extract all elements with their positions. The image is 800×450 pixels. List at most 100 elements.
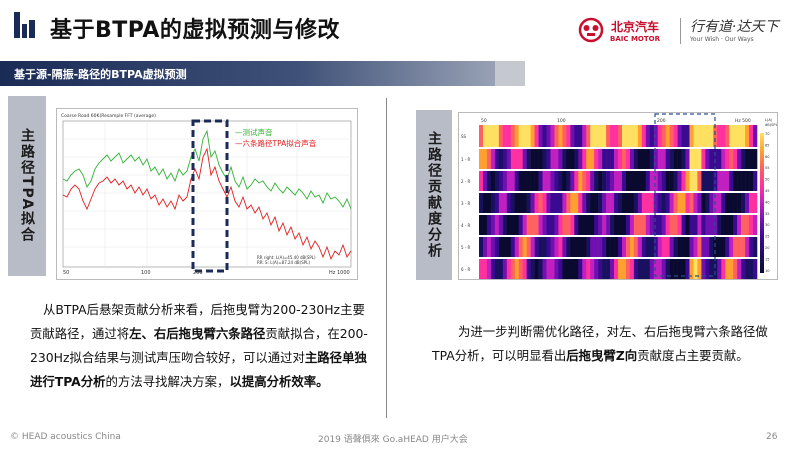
section-bar-tail bbox=[495, 61, 525, 86]
heatmap-cell bbox=[657, 259, 662, 279]
heatmap-cell bbox=[502, 149, 508, 169]
heatmap-cell bbox=[745, 171, 750, 191]
heatmap-cell bbox=[625, 237, 631, 257]
heatmap-cell bbox=[669, 237, 674, 257]
heatmap-cell bbox=[506, 193, 512, 213]
heatmap-cell bbox=[741, 237, 746, 257]
heatmap-cell bbox=[677, 259, 682, 279]
heatmap-cell bbox=[745, 125, 750, 147]
heatmap-cell bbox=[625, 193, 631, 213]
heatmap-cell bbox=[526, 149, 531, 169]
heatmap-cell bbox=[594, 149, 599, 169]
heatmap-cell bbox=[625, 125, 631, 147]
heatmap-cell bbox=[705, 237, 710, 257]
heatmap-cell bbox=[510, 215, 516, 235]
heatmap-cell bbox=[713, 125, 718, 147]
heatmap-cell bbox=[745, 149, 750, 169]
heatmap-scale-label: 40 bbox=[765, 200, 770, 204]
heatmap-cell bbox=[709, 125, 714, 147]
heatmap-cell bbox=[685, 193, 690, 213]
heatmap-cell bbox=[598, 171, 603, 191]
heatmap-cell bbox=[582, 259, 587, 279]
heatmap-cell bbox=[733, 237, 738, 257]
heatmap-cell bbox=[554, 171, 559, 191]
heatmap-cell bbox=[749, 237, 754, 257]
heatmap-cell bbox=[562, 149, 567, 169]
heatmap-row-label: 5 - R bbox=[461, 245, 471, 250]
heatmap-cell bbox=[741, 125, 746, 147]
heatmap-cell bbox=[522, 149, 527, 169]
heatmap-cell bbox=[538, 237, 543, 257]
heatmap-cell bbox=[641, 125, 647, 147]
heatmap-cell bbox=[606, 171, 611, 191]
right-para-seg: 为进一步判断需优化路径，对左、右后拖曳臂六条路径做TPA分析，可以明显看出 bbox=[432, 324, 768, 363]
heatmap-cell bbox=[709, 215, 714, 235]
heatmap-row-label: 6 - R bbox=[461, 267, 471, 272]
panel-divider bbox=[386, 98, 387, 418]
heatmap-cell bbox=[641, 259, 647, 279]
heatmap-cell bbox=[737, 215, 742, 235]
heatmap-cell bbox=[562, 125, 567, 147]
heatmap-cell bbox=[733, 193, 738, 213]
heatmap-cell bbox=[681, 149, 686, 169]
heatmap-cell bbox=[526, 125, 531, 147]
heatmap-cell bbox=[479, 149, 484, 169]
heatmap-cell bbox=[633, 149, 639, 169]
heatmap-cell bbox=[534, 237, 539, 257]
heatmap-cell bbox=[705, 193, 710, 213]
heatmap-cell bbox=[697, 125, 702, 147]
heatmap-cell bbox=[498, 237, 504, 257]
heatmap-cell bbox=[566, 171, 571, 191]
heatmap-cell bbox=[606, 259, 611, 279]
heatmap-cell bbox=[574, 193, 579, 213]
heatmap-cell bbox=[749, 259, 754, 279]
heatmap-cell bbox=[602, 215, 607, 235]
heatmap-scale-label: dB(SPL) bbox=[765, 123, 777, 127]
heatmap-cell bbox=[490, 237, 496, 257]
heatmap-cell bbox=[629, 259, 635, 279]
heatmap-cell bbox=[645, 215, 651, 235]
heatmap-cell bbox=[737, 193, 742, 213]
heatmap-scale-label: 30 bbox=[765, 223, 770, 227]
heatmap-cell bbox=[570, 237, 575, 257]
heatmap-cell bbox=[586, 259, 591, 279]
heatmap-cell bbox=[498, 149, 504, 169]
heatmap-cell bbox=[598, 149, 603, 169]
heatmap-cell bbox=[574, 149, 579, 169]
heatmap-cell bbox=[494, 259, 500, 279]
heatmap-cell bbox=[570, 259, 575, 279]
heatmap-cell bbox=[546, 171, 551, 191]
heatmap-cell bbox=[729, 149, 734, 169]
heatmap-cell bbox=[614, 193, 619, 213]
logo-bar-left bbox=[14, 12, 20, 38]
heatmap-cell bbox=[681, 237, 686, 257]
page-title: 基于BTPA的虚拟预测与修改 bbox=[50, 18, 340, 43]
heatmap-cell bbox=[482, 125, 488, 147]
heatmap-cell bbox=[506, 259, 512, 279]
heatmap-cell bbox=[697, 171, 702, 191]
heatmap-cell bbox=[554, 193, 559, 213]
heatmap-cell bbox=[697, 193, 702, 213]
heatmap-cell bbox=[669, 171, 674, 191]
heatmap-cell bbox=[729, 125, 734, 147]
heatmap-cell bbox=[558, 171, 563, 191]
heatmap-cell bbox=[550, 193, 555, 213]
heatmap-cell bbox=[745, 215, 750, 235]
heatmap-cell bbox=[586, 149, 591, 169]
heatmap-cell bbox=[566, 259, 571, 279]
heatmap-cell bbox=[534, 259, 539, 279]
heatmap-cell bbox=[550, 171, 555, 191]
heatmap-cell bbox=[590, 149, 595, 169]
heatmap-cell bbox=[725, 259, 730, 279]
heatmap-cell bbox=[606, 215, 611, 235]
right-para-seg-bold: 后拖曳臂Z向 bbox=[566, 348, 638, 363]
heatmap-row-label: 2 - R bbox=[461, 179, 471, 184]
heatmap-cell bbox=[717, 259, 722, 279]
heatmap-cell bbox=[518, 237, 523, 257]
heatmap-cell bbox=[693, 193, 698, 213]
heatmap-cell bbox=[554, 259, 559, 279]
heatmap-cell bbox=[514, 259, 520, 279]
heatmap-cell bbox=[753, 259, 758, 279]
heatmap-cell bbox=[582, 125, 587, 147]
heatmap-cell bbox=[629, 171, 635, 191]
